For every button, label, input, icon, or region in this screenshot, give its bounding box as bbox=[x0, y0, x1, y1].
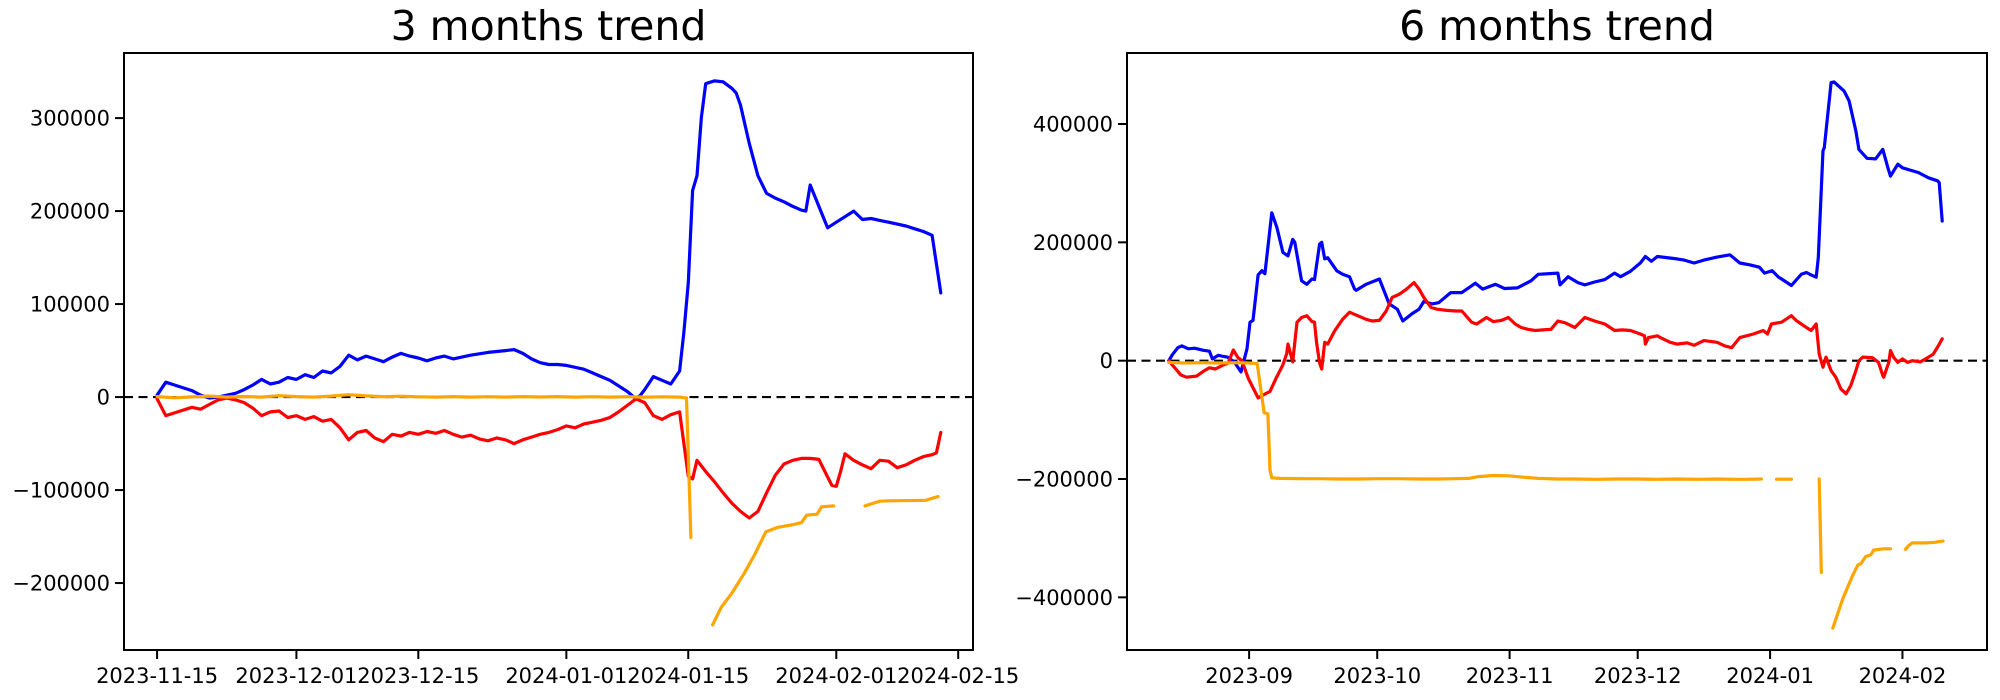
chart-title-6-months: 6 months trend bbox=[1399, 2, 1715, 50]
chart-3-months-frame bbox=[123, 52, 974, 651]
chart-3-months-blue-line bbox=[155, 79, 943, 401]
x-tick-label: 2024-02-01 bbox=[775, 664, 897, 688]
chart-3-months-orange-line bbox=[710, 504, 836, 627]
y-tick-label: 300000 bbox=[30, 107, 110, 131]
chart-6-months-blue-line bbox=[1167, 80, 1944, 374]
y-tick-label: 0 bbox=[1100, 349, 1113, 373]
y-tick-label: −400000 bbox=[1015, 586, 1113, 610]
x-tick-label: 2024-01 bbox=[1726, 664, 1814, 688]
chart-6-months-orange-line bbox=[1903, 539, 1945, 552]
chart-6-months-frame bbox=[1126, 52, 1988, 651]
chart-6-months-orange-line bbox=[1831, 547, 1893, 630]
x-tick-label: 2023-12-15 bbox=[357, 664, 479, 688]
chart-6-months-red-line bbox=[1167, 281, 1944, 400]
chart-title-3-months: 3 months trend bbox=[390, 2, 707, 50]
x-tick-label: 2023-10 bbox=[1333, 664, 1421, 688]
x-tick-label: 2024-01-01 bbox=[505, 664, 627, 688]
x-tick-label: 2023-11-15 bbox=[96, 664, 218, 688]
y-tick-label: 0 bbox=[97, 386, 110, 410]
y-tick-label: 200000 bbox=[30, 200, 110, 224]
x-tick-label: 2024-02 bbox=[1859, 664, 1947, 688]
x-tick-label: 2023-12 bbox=[1594, 664, 1682, 688]
y-tick-label: −200000 bbox=[1015, 468, 1113, 492]
y-tick-label: 200000 bbox=[1033, 231, 1113, 255]
x-tick-label: 2023-11 bbox=[1466, 664, 1554, 688]
chart-3-months-red-line bbox=[155, 396, 943, 520]
chart-6-months-orange-line bbox=[1817, 477, 1823, 575]
x-tick-label: 2024-02-15 bbox=[897, 664, 1019, 688]
x-tick-label: 2024-01-15 bbox=[627, 664, 749, 688]
y-tick-label: 400000 bbox=[1033, 113, 1113, 137]
chart-6-months-orange-line bbox=[1167, 360, 1764, 481]
y-tick-label: 100000 bbox=[30, 293, 110, 317]
y-tick-label: −200000 bbox=[12, 572, 110, 596]
x-tick-label: 2023-09 bbox=[1205, 664, 1293, 688]
x-tick-label: 2023-12-01 bbox=[235, 664, 357, 688]
y-tick-label: −100000 bbox=[12, 479, 110, 503]
chart-3-months-orange-line bbox=[155, 393, 693, 540]
chart-3-months-orange-line bbox=[863, 495, 940, 508]
